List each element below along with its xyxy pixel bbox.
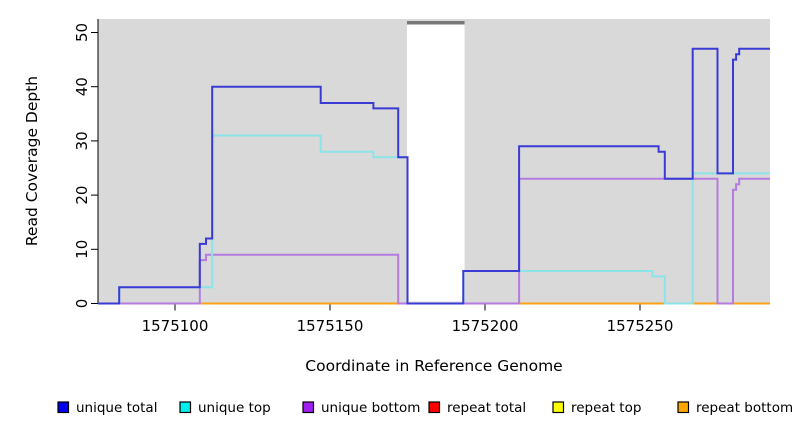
- x-axis-tick-label: 1575250: [607, 317, 674, 335]
- series-line-unique-bottom: [98, 177, 770, 305]
- legend-label-unique-bottom: unique bottom: [321, 400, 420, 416]
- masked-region-top-bar: [407, 21, 465, 25]
- x-axis-title: Coordinate in Reference Genome: [305, 357, 562, 375]
- y-axis-tick-label: 50: [73, 23, 91, 42]
- y-axis-tick-label: 40: [73, 77, 91, 96]
- y-axis-tick-label: 10: [73, 240, 91, 259]
- legend-label-unique-top: unique top: [198, 400, 271, 416]
- legend-label-repeat-top: repeat top: [571, 400, 641, 416]
- legend-label-unique-total: unique total: [76, 400, 157, 416]
- legend-swatch-repeat-bottom: [677, 401, 690, 414]
- x-axis-tick-label: 1575100: [142, 317, 209, 335]
- series-line-unique-total: [98, 47, 770, 305]
- legend-label-repeat-bottom: repeat bottom: [696, 400, 792, 416]
- legend-swatch-repeat-top: [552, 401, 565, 414]
- legend-swatch-unique-top: [179, 401, 192, 414]
- y-axis-title: Read Coverage Depth: [23, 76, 41, 246]
- x-axis-tick-label: 1575200: [452, 317, 519, 335]
- x-axis-tick-label: 1575150: [297, 317, 364, 335]
- legend-swatch-unique-total: [57, 401, 70, 414]
- y-axis-tick-label: 0: [73, 299, 91, 309]
- masked-region: [407, 24, 465, 302]
- y-axis-tick-label: 30: [73, 131, 91, 150]
- legend-swatch-repeat-total: [428, 401, 441, 414]
- y-axis-tick-label: 20: [73, 186, 91, 205]
- legend-swatch-unique-bottom: [302, 401, 315, 414]
- legend-label-repeat-total: repeat total: [447, 400, 526, 416]
